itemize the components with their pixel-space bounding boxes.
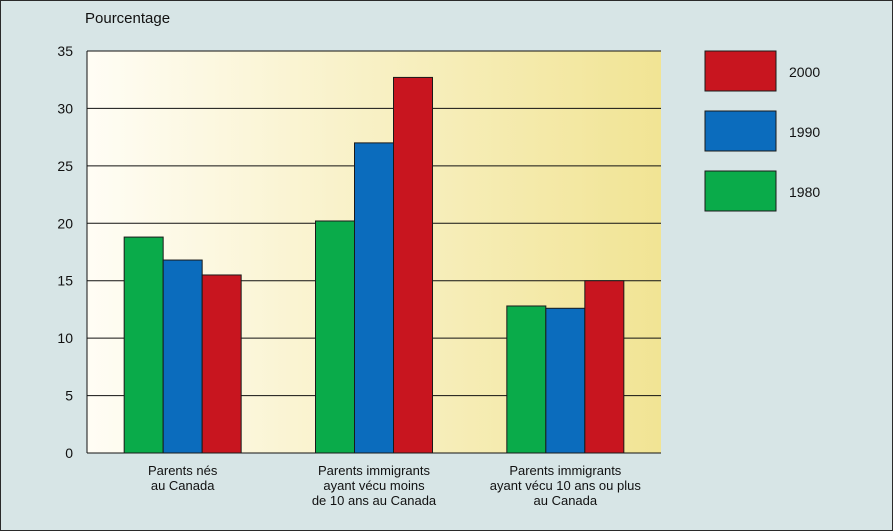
y-tick-label: 5 xyxy=(65,388,73,404)
y-tick-label: 20 xyxy=(57,215,73,231)
bar-2000-3 xyxy=(584,280,625,454)
legend-label-2000: 2000 xyxy=(789,64,820,80)
bar-1980-3 xyxy=(506,305,547,454)
category-label: Parents immigrants ayant vécu moins de 10 … xyxy=(312,463,437,508)
y-axis-ticks: 0 5 10 15 20 25 30 35 xyxy=(57,43,73,461)
legend-label-1990: 1990 xyxy=(789,124,820,140)
category-label: Parents nés au Canada xyxy=(148,463,218,493)
bar-2000-1 xyxy=(201,274,242,454)
y-tick-label: 30 xyxy=(57,100,73,116)
bar-1980-2 xyxy=(315,220,355,454)
y-tick-label: 0 xyxy=(65,445,73,461)
bar-1990-3 xyxy=(545,307,586,454)
bar-1990-2 xyxy=(354,142,394,454)
y-tick-label: 15 xyxy=(57,273,73,289)
category-label: Parents immigrants ayant vécu 10 ans ou p… xyxy=(490,463,642,508)
x-axis-categories: Parents nés au Canada Parents immigrants ay… xyxy=(148,463,641,508)
bars xyxy=(123,76,625,454)
y-tick-label: 10 xyxy=(57,330,73,346)
bar-1990-1 xyxy=(162,259,203,454)
bar-2000-2 xyxy=(393,76,433,454)
legend-swatch-1990 xyxy=(704,110,777,152)
y-tick-label: 25 xyxy=(57,158,73,174)
legend-swatch-2000 xyxy=(704,50,777,92)
legend-label-1980: 1980 xyxy=(789,184,820,200)
y-tick-label: 35 xyxy=(57,43,73,59)
y-axis-label: Pourcentage xyxy=(85,10,170,27)
bar-1980-1 xyxy=(123,236,164,454)
legend: 2000 1990 1980 xyxy=(704,50,820,212)
legend-swatch-1980 xyxy=(704,170,777,212)
